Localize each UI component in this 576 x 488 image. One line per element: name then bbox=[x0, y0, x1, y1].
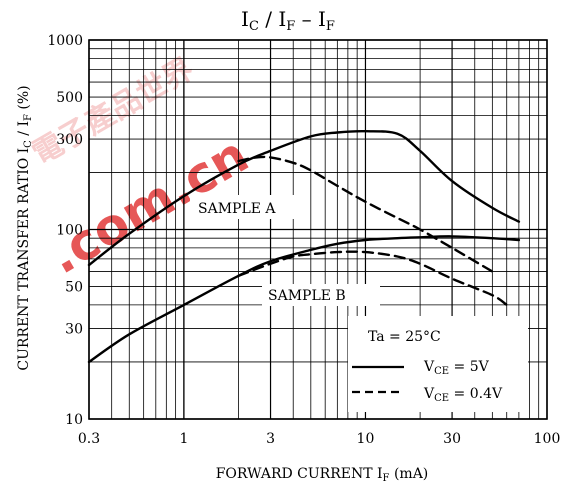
sample-b-label: SAMPLE B bbox=[268, 288, 346, 304]
y-tick-label: 300 bbox=[56, 132, 83, 148]
y-tick-label: 100 bbox=[56, 223, 83, 239]
sample-a-label-bg bbox=[190, 195, 310, 219]
y-tick-label: 50 bbox=[65, 280, 83, 296]
series-line-sample-a-dashed bbox=[237, 155, 494, 273]
sample-b-label-bg bbox=[262, 284, 380, 306]
x-tick-labels: 0.3 1 3 10 30 100 bbox=[78, 431, 561, 447]
series-group bbox=[87, 129, 521, 364]
series-line-sample-b-dashed bbox=[237, 250, 508, 307]
y-axis-label: CURRENT TRANSFER RATIO IC / IF (%) bbox=[16, 85, 34, 370]
x-tick-label: 30 bbox=[443, 431, 461, 447]
legend-bg bbox=[348, 316, 528, 412]
x-tick-label: 10 bbox=[357, 431, 375, 447]
y-tick-label: 500 bbox=[56, 90, 83, 106]
legend: Ta = 25°C VCE = 5V VCE = 0.4V bbox=[348, 316, 528, 412]
series-line-sample-b-solid bbox=[87, 235, 521, 364]
x-tick-label: 100 bbox=[534, 431, 561, 447]
y-tick-label: 1000 bbox=[47, 33, 83, 49]
x-axis-label: FORWARD CURRENT IF (mA) bbox=[216, 466, 429, 484]
x-tick-label: 1 bbox=[179, 431, 188, 447]
legend-solid-label: VCE = 5V bbox=[423, 359, 490, 377]
series-line-sample-a-solid bbox=[87, 129, 521, 267]
plot-frame bbox=[88, 39, 548, 420]
x-tick-label: 0.3 bbox=[78, 431, 100, 447]
legend-condition: Ta = 25°C bbox=[368, 329, 441, 345]
y-tick-labels: 10 30 50 100 300 500 1000 bbox=[47, 33, 83, 428]
y-tick-label: 30 bbox=[65, 322, 83, 338]
chart-title: IC / IF – IF bbox=[241, 7, 335, 34]
watermark-logo: 電子產品世界 .com.cn bbox=[27, 52, 258, 286]
sample-a-label: SAMPLE A bbox=[198, 201, 276, 217]
x-tick-label: 3 bbox=[266, 431, 275, 447]
legend-dashed-label: VCE = 0.4V bbox=[423, 386, 503, 404]
y-tick-label: 10 bbox=[65, 412, 83, 428]
